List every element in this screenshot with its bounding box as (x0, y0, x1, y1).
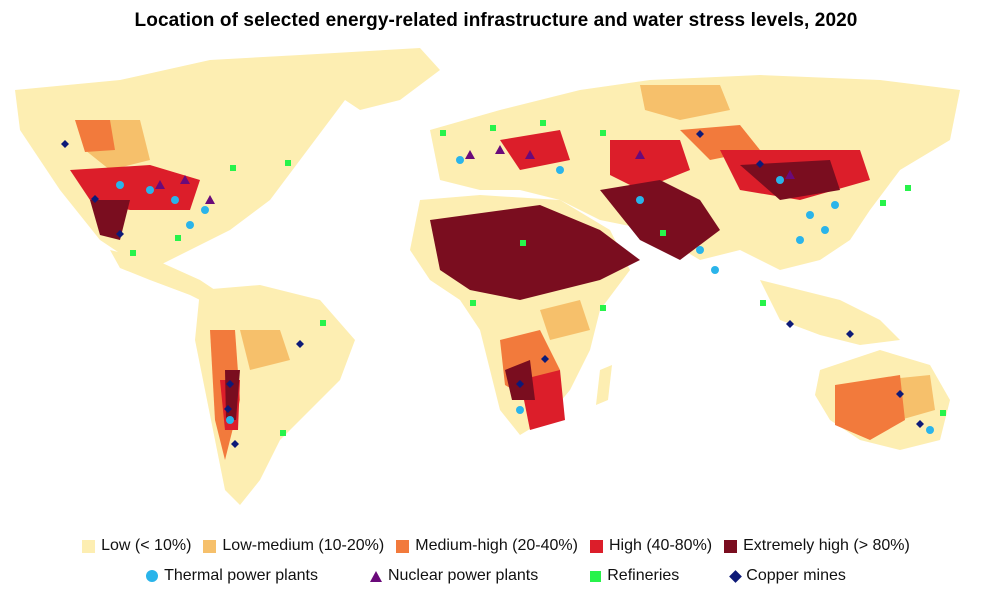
legend-high-label: High (40-80%) (608, 537, 713, 554)
swatch-low (82, 539, 96, 553)
legend-refineries-label: Refineries (607, 567, 680, 584)
legend-nuclear-label: Nuclear power plants (387, 567, 539, 584)
legend-copper-label: Copper mines (746, 567, 846, 584)
thermal-plants-layer (116, 156, 934, 434)
legend-medium-high: Medium-high (20-40%) (396, 537, 578, 555)
refineries-layer (130, 120, 946, 436)
triangle-marker-icon (369, 570, 382, 582)
swatch-low-medium (203, 539, 217, 553)
stress-legend: Low (< 10%) Low-medium (10-20%) Medium-h… (0, 537, 992, 555)
swatch-medium-high (396, 539, 410, 553)
legend-medium-high-label: Medium-high (20-40%) (415, 537, 578, 554)
world-map (15, 48, 960, 505)
legend-extremely-high: Extremely high (> 80%) (724, 537, 910, 555)
legend-nuclear: Nuclear power plants (369, 567, 539, 585)
legend-low-medium: Low-medium (10-20%) (203, 537, 384, 555)
copper-mines-layer (61, 130, 924, 448)
circle-marker-icon (146, 570, 159, 582)
legend-low-label: Low (< 10%) (101, 537, 192, 554)
legend-low: Low (< 10%) (82, 537, 191, 555)
map-title: Location of selected energy-related infr… (134, 10, 858, 31)
swatch-high (589, 539, 603, 553)
square-marker-icon (590, 570, 602, 582)
legend-thermal-label: Thermal power plants (164, 567, 318, 584)
diamond-marker-icon (729, 569, 743, 583)
nuclear-plants-layer (155, 145, 795, 204)
legend-thermal: Thermal power plants (146, 567, 318, 585)
legend-refineries: Refineries (590, 567, 679, 585)
swatch-extremely-high (724, 539, 738, 553)
legend-low-medium-label: Low-medium (10-20%) (222, 537, 385, 554)
legend-copper: Copper mines (729, 567, 846, 585)
infrastructure-legend: Thermal power plants Nuclear power plant… (0, 567, 992, 585)
legend-extremely-high-label: Extremely high (> 80%) (743, 537, 910, 554)
legend-high: High (40-80%) (589, 537, 713, 555)
